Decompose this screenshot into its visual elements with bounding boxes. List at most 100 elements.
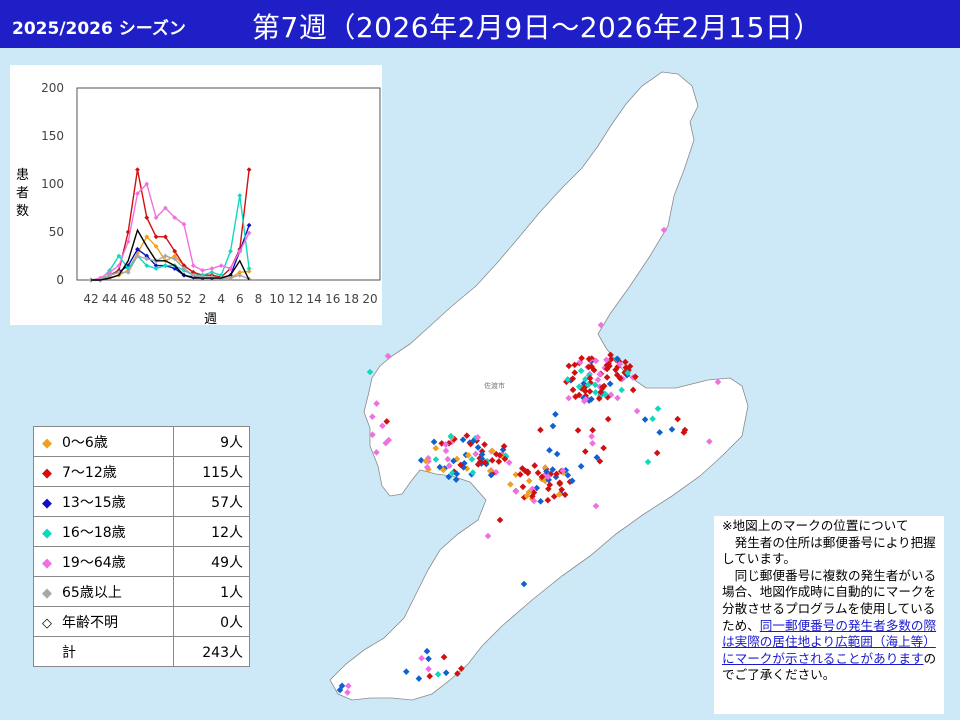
series-point: [125, 229, 131, 235]
case-marker: [488, 447, 496, 455]
series-point: [107, 269, 112, 275]
case-marker: [446, 462, 453, 470]
case-marker: [571, 361, 578, 369]
city-label: 佐渡市: [484, 381, 505, 390]
case-marker: [591, 381, 599, 389]
case-marker: [577, 462, 585, 470]
case-marker: [589, 439, 596, 447]
series-point: [144, 256, 150, 262]
case-marker: [553, 470, 560, 478]
case-marker: [597, 321, 605, 329]
series-point: [246, 268, 252, 274]
case-marker: [660, 226, 668, 234]
x-tick-label: 2: [199, 292, 207, 306]
legend-label-cell: ◆ 7～12歳: [33, 456, 174, 487]
case-marker: [565, 362, 573, 370]
case-marker: [465, 451, 472, 459]
case-marker: [481, 441, 488, 448]
series-point: [209, 269, 215, 275]
case-marker: [616, 360, 623, 368]
x-tick-label: 42: [83, 292, 98, 306]
case-marker: [369, 431, 376, 439]
case-marker: [445, 473, 453, 481]
case-marker: [714, 378, 722, 386]
case-marker: [344, 689, 351, 696]
case-marker: [415, 675, 423, 682]
case-marker: [442, 441, 450, 448]
x-tick-label: 18: [344, 292, 359, 306]
legend-marker-icon: ◆: [42, 555, 52, 571]
case-marker: [586, 374, 594, 382]
x-tick-label: 20: [362, 292, 377, 306]
x-tick-label: 14: [307, 292, 322, 306]
x-tick-label: 44: [102, 292, 117, 306]
island-shape: [329, 71, 749, 701]
case-marker: [463, 432, 471, 439]
series-point: [209, 266, 215, 271]
case-marker: [589, 426, 596, 434]
y-axis-label: 患 者 数: [16, 168, 33, 219]
legend-label-cell: ◆ 65歳以上: [33, 576, 174, 607]
legend-marker-icon: ◆: [42, 585, 52, 601]
case-marker: [440, 653, 448, 661]
series-point: [163, 263, 168, 268]
case-marker: [668, 426, 676, 433]
series-point: [116, 253, 122, 259]
case-marker: [505, 459, 513, 466]
case-marker: [572, 393, 579, 401]
case-marker: [565, 394, 572, 402]
case-marker: [434, 670, 442, 678]
case-marker: [649, 415, 656, 423]
case-marker: [575, 383, 583, 390]
case-marker: [525, 477, 533, 485]
case-marker: [336, 686, 344, 694]
series-point: [228, 266, 233, 271]
y-tick-label: 200: [41, 81, 64, 95]
case-marker: [575, 391, 583, 399]
series-point: [246, 266, 252, 271]
legend-label-cell: ◆ 19～64歳: [33, 546, 174, 577]
case-marker: [537, 498, 544, 505]
case-marker: [614, 394, 621, 402]
note-link[interactable]: 同一郵便番号の発生者多数の際は実際の居住地より広範囲（海上等）にマークが示される…: [722, 617, 937, 666]
case-marker: [500, 442, 508, 450]
series-point: [181, 221, 187, 227]
series-point: [125, 269, 131, 275]
case-marker: [537, 426, 544, 434]
case-marker: [423, 463, 431, 471]
series-point: [228, 248, 233, 254]
case-marker: [425, 665, 432, 673]
case-marker: [549, 422, 557, 430]
case-marker: [584, 381, 592, 389]
case-marker: [545, 485, 552, 493]
case-marker: [474, 444, 482, 451]
legend-value: 115人: [173, 456, 250, 487]
case-marker: [626, 363, 634, 370]
case-marker: [338, 682, 346, 690]
case-marker: [681, 426, 689, 434]
case-marker: [564, 376, 571, 383]
series-line: [91, 228, 250, 281]
note-para2: 同じ郵便番号に複数の発生者がいる場合、地図作成時に自動的にマークを分散させるプロ…: [722, 567, 937, 683]
case-marker: [595, 395, 603, 402]
case-marker: [592, 357, 600, 365]
case-marker: [512, 471, 520, 478]
case-marker: [581, 387, 589, 395]
case-marker: [563, 378, 570, 386]
legend-label: 13～15歳: [62, 494, 126, 511]
series-point: [237, 272, 243, 278]
y-tick-label: 0: [56, 273, 64, 287]
case-marker: [385, 436, 393, 444]
case-marker: [373, 449, 380, 456]
case-marker: [556, 479, 564, 486]
case-marker: [525, 488, 533, 496]
series-point: [153, 234, 159, 240]
case-marker: [345, 682, 352, 690]
legend-marker-icon: ◆: [42, 465, 52, 481]
case-marker: [561, 491, 569, 498]
series-point: [125, 266, 131, 271]
series-point: [153, 263, 159, 268]
case-marker: [555, 491, 563, 498]
series-point: [200, 268, 205, 273]
